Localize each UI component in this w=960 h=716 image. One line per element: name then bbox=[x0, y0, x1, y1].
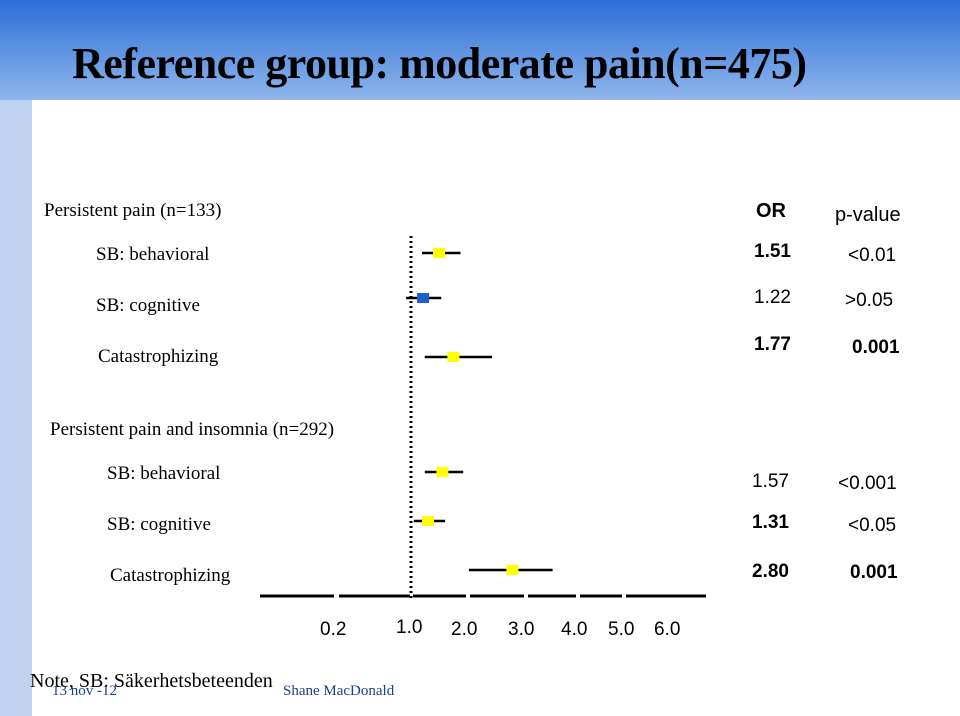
footnote: Note, SB: Säkerhetsbeteenden bbox=[30, 670, 273, 692]
point-estimate bbox=[422, 516, 435, 526]
or-value: 1.57 bbox=[752, 471, 789, 492]
p-value: <0.05 bbox=[848, 515, 897, 536]
left-band bbox=[0, 100, 32, 716]
p-value: 0.001 bbox=[850, 562, 898, 583]
or-value: 1.77 bbox=[754, 334, 791, 355]
group-label: Persistent pain and insomnia (n=292) bbox=[50, 419, 335, 440]
p-value: 0.001 bbox=[852, 337, 900, 358]
point-estimate bbox=[433, 248, 446, 258]
point-estimate bbox=[417, 293, 430, 303]
row-label: Catastrophizing bbox=[98, 346, 219, 367]
p-value: <0.001 bbox=[838, 473, 897, 494]
x-tick-label: 1.0 bbox=[396, 617, 423, 638]
row-label: SB: cognitive bbox=[96, 295, 200, 316]
or-value: 1.22 bbox=[754, 287, 791, 308]
x-tick-label: 3.0 bbox=[508, 619, 535, 640]
footer-date: 13 nov -12 bbox=[52, 683, 117, 699]
p-value-header: p-value bbox=[835, 204, 901, 226]
or-value: 1.51 bbox=[754, 241, 791, 262]
row-label: Catastrophizing bbox=[110, 565, 231, 586]
or-header: OR bbox=[756, 200, 786, 222]
slide-title: Reference group: moderate pain(n=475) bbox=[72, 39, 807, 88]
or-value: 1.31 bbox=[752, 512, 789, 533]
p-value: <0.01 bbox=[848, 245, 897, 266]
x-tick-label: 5.0 bbox=[608, 619, 635, 640]
x-tick-label: 6.0 bbox=[654, 619, 681, 640]
header-band bbox=[0, 0, 960, 100]
x-tick-label: 4.0 bbox=[561, 619, 588, 640]
point-estimate bbox=[447, 352, 460, 362]
or-value: 2.80 bbox=[752, 561, 789, 582]
p-value: >0.05 bbox=[845, 290, 894, 311]
row-label: SB: behavioral bbox=[96, 244, 210, 265]
point-estimate bbox=[506, 565, 519, 575]
group-label: Persistent pain (n=133) bbox=[44, 200, 222, 221]
point-estimate bbox=[436, 467, 449, 477]
row-label: SB: cognitive bbox=[107, 514, 211, 535]
x-tick-label: 2.0 bbox=[451, 619, 478, 640]
row-label: SB: behavioral bbox=[107, 463, 221, 484]
footer-author: Shane MacDonald bbox=[283, 683, 395, 699]
x-tick-label: 0.2 bbox=[320, 619, 347, 640]
